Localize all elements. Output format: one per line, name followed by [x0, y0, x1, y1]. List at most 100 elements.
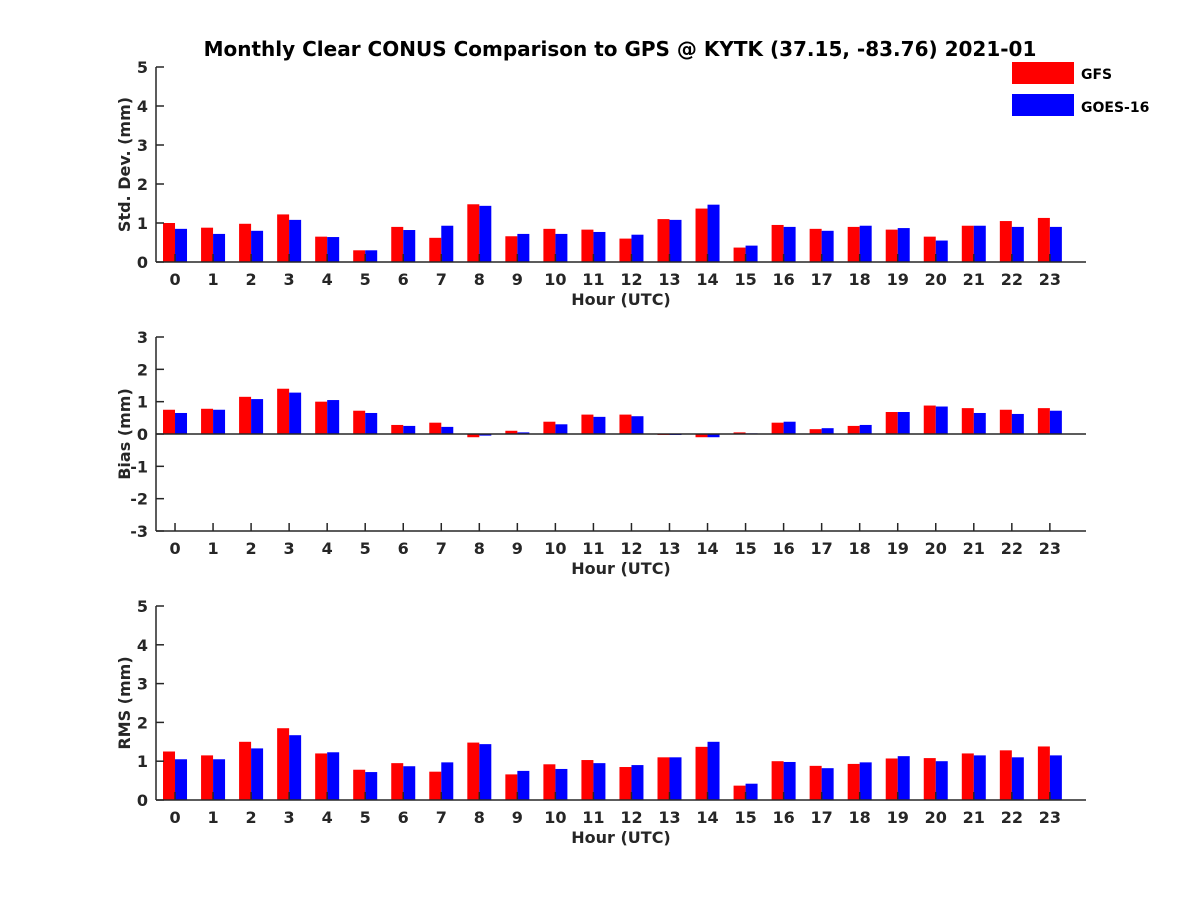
rms-x-tick-label: 4 [322, 808, 333, 827]
std-dev-bar-goes16-12 [631, 235, 643, 262]
std-dev-bar-goes16-8 [479, 206, 491, 262]
rms-bar-gfs-17 [810, 766, 822, 800]
std-dev-y-tick-label: 2 [137, 175, 148, 194]
std-dev-bar-gfs-11 [581, 230, 593, 262]
rms-bar-goes16-11 [593, 763, 605, 800]
rms-y-tick-label: 1 [137, 752, 148, 771]
rms-bar-gfs-13 [658, 757, 670, 800]
bias-y-tick-label: -3 [130, 522, 148, 541]
std-dev-x-tick-label: 19 [887, 270, 909, 289]
rms-bar-goes16-1 [213, 759, 225, 800]
std-dev-y-axis-label: Std. Dev. (mm) [115, 97, 134, 232]
std-dev-bar-gfs-23 [1038, 218, 1050, 262]
std-dev-bar-goes16-4 [327, 237, 339, 262]
rms-bar-gfs-11 [581, 760, 593, 800]
std-dev-bar-gfs-4 [315, 237, 327, 262]
std-dev-bar-goes16-21 [974, 226, 986, 262]
rms-bar-gfs-8 [467, 743, 479, 800]
std-dev-bar-gfs-20 [924, 237, 936, 262]
rms-x-tick-label: 20 [925, 808, 947, 827]
std-dev-y-tick-label: 3 [137, 136, 148, 155]
legend-swatch-gfs [1012, 62, 1074, 84]
rms-bar-gfs-1 [201, 755, 213, 800]
std-dev-bar-gfs-17 [810, 229, 822, 262]
rms-x-tick-label: 15 [734, 808, 756, 827]
std-dev-y-tick-label: 5 [137, 58, 148, 77]
rms-y-tick-label: 5 [137, 597, 148, 616]
bias-x-tick-label: 6 [398, 539, 409, 558]
bias-bar-gfs-19 [886, 412, 898, 434]
std-dev-bar-goes16-17 [822, 231, 834, 262]
std-dev-x-tick-label: 14 [696, 270, 718, 289]
rms-bar-goes16-13 [670, 757, 682, 800]
std-dev-bar-goes16-1 [213, 234, 225, 262]
rms-x-tick-label: 2 [246, 808, 257, 827]
rms-bar-goes16-9 [517, 771, 529, 800]
bias-bar-goes16-19 [898, 412, 910, 434]
std-dev-bar-gfs-10 [543, 229, 555, 262]
bias-bar-gfs-23 [1038, 408, 1050, 434]
rms-bar-goes16-15 [746, 784, 758, 800]
bias-x-tick-label: 15 [734, 539, 756, 558]
bias-bar-goes16-16 [784, 422, 796, 434]
bias-x-tick-label: 14 [696, 539, 718, 558]
bias-x-tick-label: 0 [169, 539, 180, 558]
std-dev-bar-gfs-5 [353, 250, 365, 262]
bias-x-tick-label: 12 [620, 539, 642, 558]
std-dev-x-tick-label: 6 [398, 270, 409, 289]
rms-x-tick-label: 3 [284, 808, 295, 827]
bias-x-tick-label: 8 [474, 539, 485, 558]
bias-bar-gfs-21 [962, 408, 974, 434]
bias-bar-goes16-20 [936, 407, 948, 434]
std-dev-bar-goes16-22 [1012, 227, 1024, 262]
std-dev-bar-goes16-14 [708, 205, 720, 262]
rms-y-tick-label: 0 [137, 791, 148, 810]
bias-bar-gfs-12 [619, 415, 631, 434]
rms-y-tick-label: 3 [137, 675, 148, 694]
rms-bar-goes16-18 [860, 762, 872, 800]
std-dev-x-tick-label: 15 [734, 270, 756, 289]
bias-bar-goes16-6 [403, 426, 415, 434]
bias-bar-goes16-2 [251, 399, 263, 434]
rms-x-tick-label: 9 [512, 808, 523, 827]
std-dev-bar-goes16-6 [403, 230, 415, 262]
std-dev-bar-gfs-7 [429, 238, 441, 262]
std-dev-bar-goes16-10 [555, 234, 567, 262]
std-dev-bar-gfs-22 [1000, 221, 1012, 262]
rms-bar-goes16-20 [936, 761, 948, 800]
bias-bar-gfs-1 [201, 409, 213, 434]
rms-x-tick-label: 11 [582, 808, 604, 827]
bias-bar-goes16-10 [555, 424, 567, 434]
rms-bar-gfs-3 [277, 728, 289, 800]
std-dev-x-tick-label: 9 [512, 270, 523, 289]
bias-x-axis-label: Hour (UTC) [571, 559, 671, 578]
rms-bar-goes16-3 [289, 735, 301, 800]
bias-bar-goes16-3 [289, 393, 301, 434]
std-dev-x-tick-label: 7 [436, 270, 447, 289]
std-dev-x-tick-label: 3 [284, 270, 295, 289]
bias-bar-goes16-12 [631, 416, 643, 434]
rms-bar-goes16-6 [403, 766, 415, 800]
std-dev-bar-goes16-0 [175, 229, 187, 262]
rms-x-tick-label: 13 [658, 808, 680, 827]
rms-bar-goes16-10 [555, 769, 567, 800]
rms-bar-gfs-7 [429, 772, 441, 800]
std-dev-y-tick-label: 4 [137, 97, 148, 116]
std-dev-bar-goes16-5 [365, 250, 377, 262]
rms-bar-gfs-10 [543, 764, 555, 800]
std-dev-bar-gfs-19 [886, 230, 898, 262]
rms-bar-goes16-22 [1012, 757, 1024, 800]
std-dev-bar-goes16-7 [441, 226, 453, 262]
std-dev-y-tick-label: 0 [137, 253, 148, 272]
std-dev-bar-goes16-23 [1050, 227, 1062, 262]
bias-bar-gfs-16 [772, 423, 784, 434]
bias-bar-goes16-1 [213, 410, 225, 434]
rms-bar-gfs-0 [163, 752, 175, 801]
bias-bar-goes16-22 [1012, 414, 1024, 434]
rms-bar-gfs-21 [962, 753, 974, 800]
bias-x-tick-label: 7 [436, 539, 447, 558]
bias-bar-gfs-5 [353, 411, 365, 434]
